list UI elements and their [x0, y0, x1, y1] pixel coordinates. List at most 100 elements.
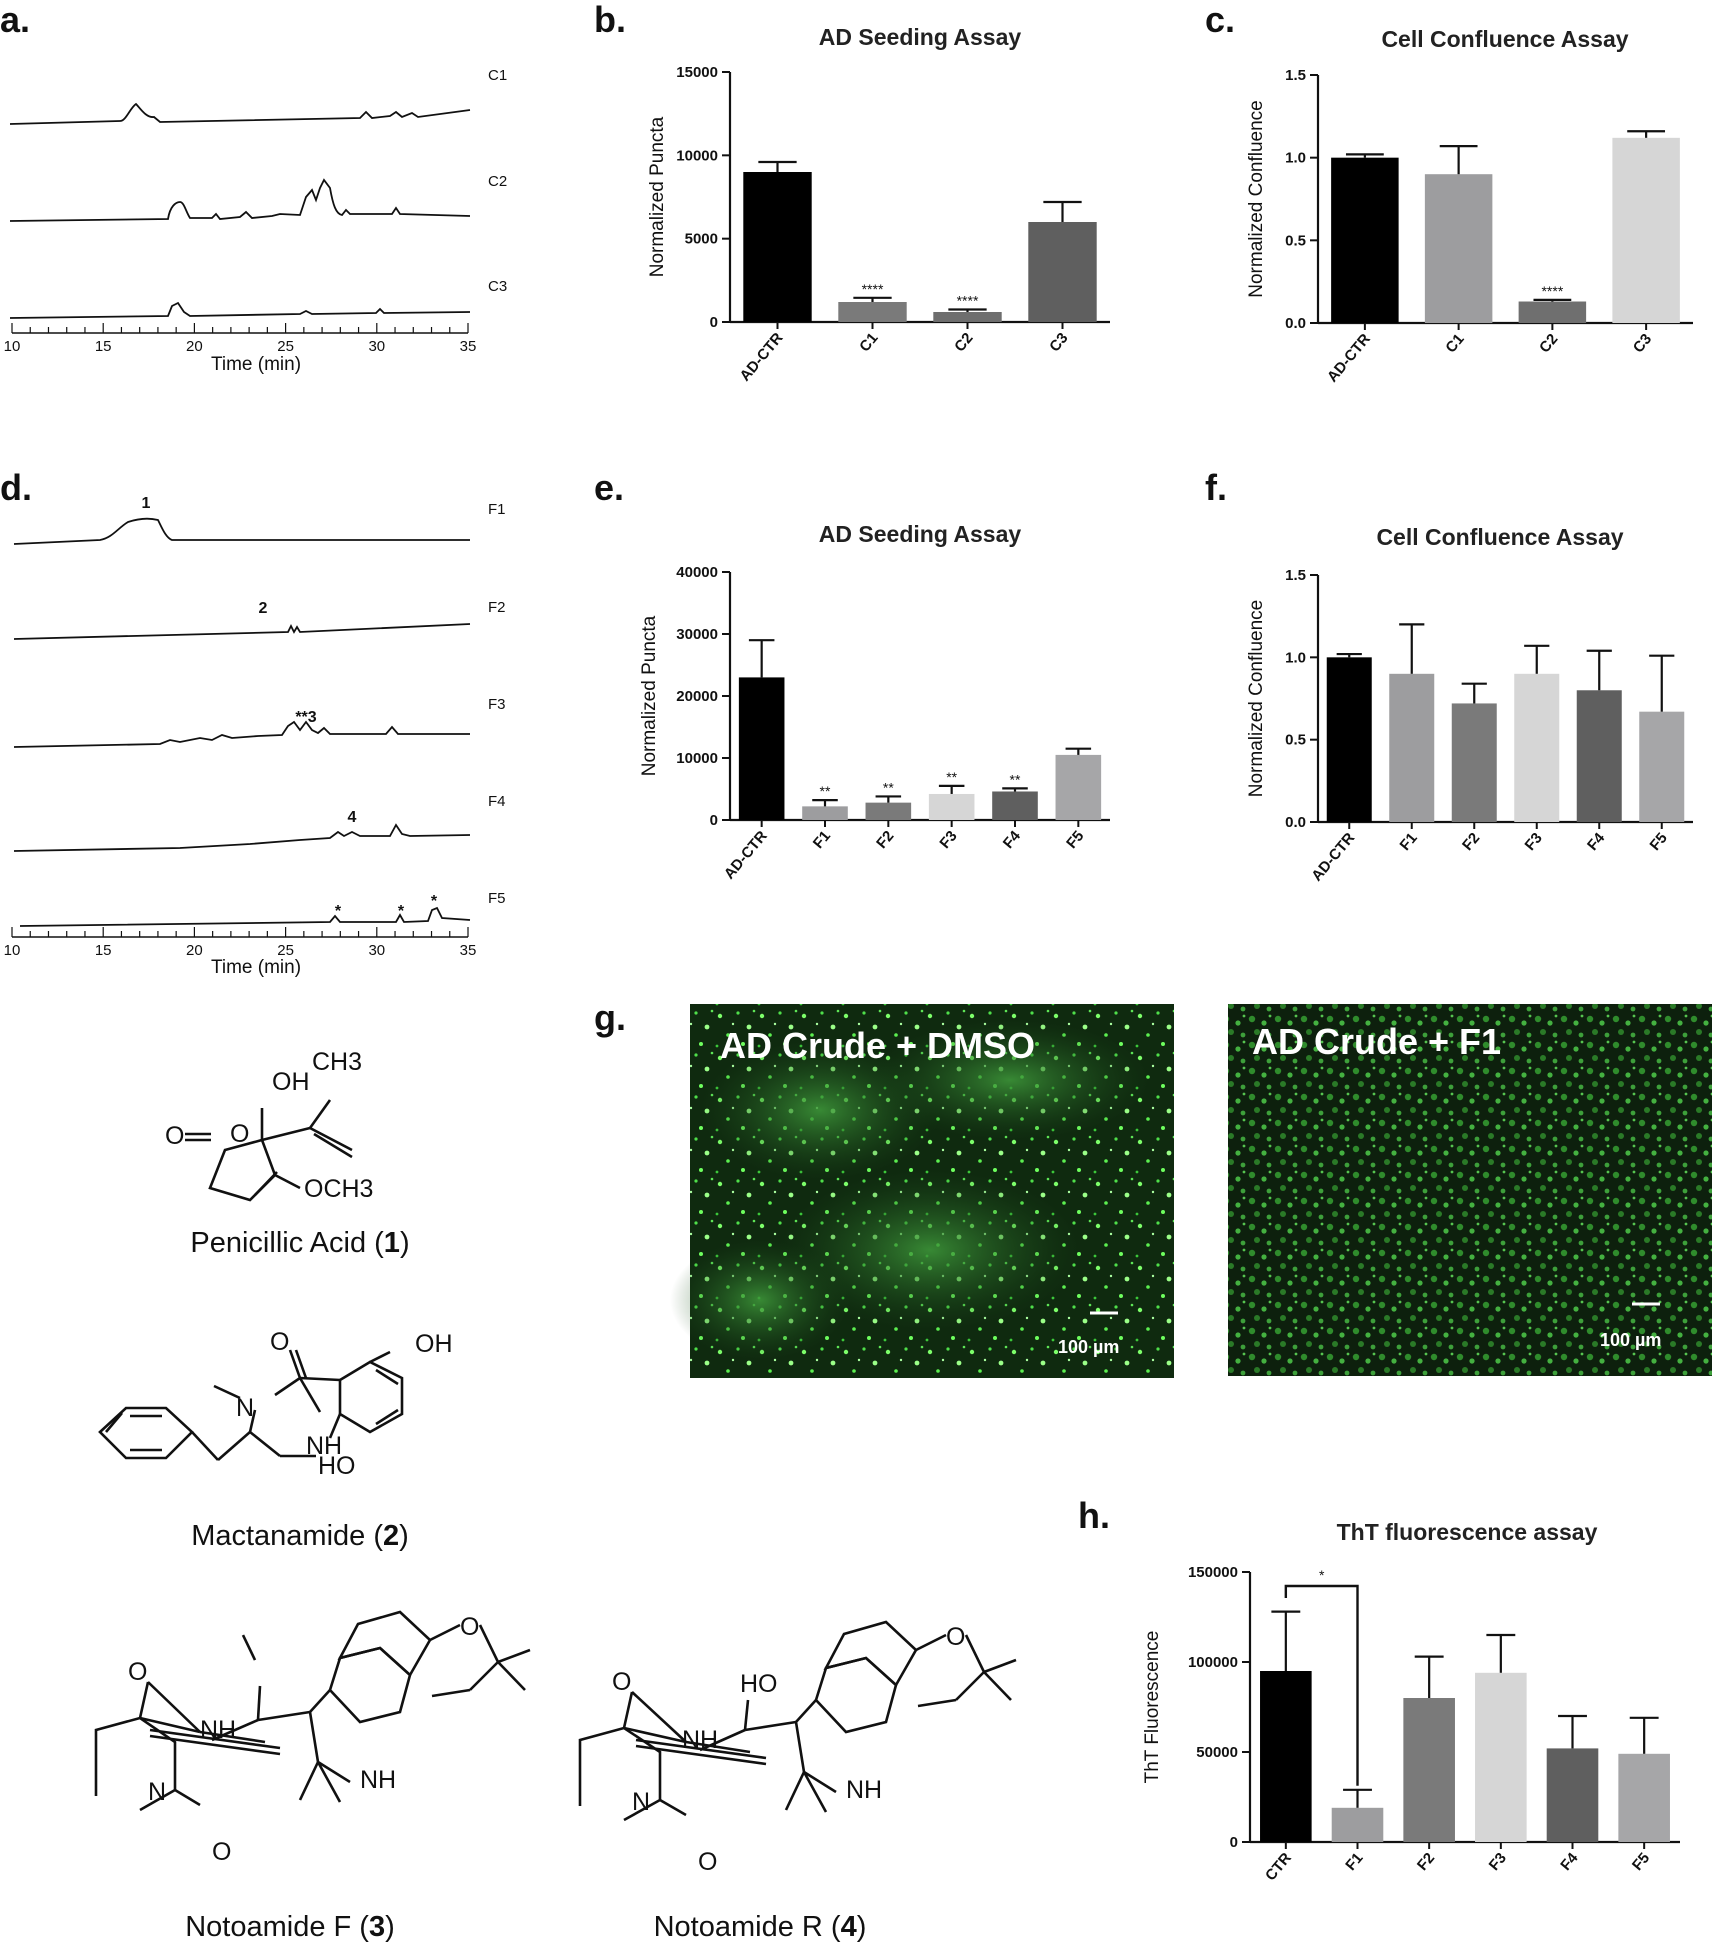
- peak-label-2: 2: [259, 600, 268, 617]
- atom-nh: NH: [846, 1776, 882, 1804]
- trace-c3: [9, 301, 471, 319]
- bar: [838, 302, 907, 322]
- x-axis-label-a: Time (min): [211, 354, 301, 375]
- chart-title: Cell Confluence Assay: [1381, 26, 1628, 52]
- time-tick-label: 35: [460, 338, 477, 355]
- y-tick-label: 20000: [676, 688, 718, 705]
- y-tick-label: 1.0: [1285, 150, 1306, 167]
- x-tick-label: F1: [1342, 1850, 1366, 1874]
- trace-label-f3: F3: [488, 696, 506, 713]
- bar: [1389, 673, 1435, 822]
- trace-f4: [13, 823, 471, 852]
- bar: [1055, 754, 1102, 820]
- panel-label-d: d.: [0, 467, 32, 508]
- time-tick-label: 35: [460, 942, 477, 959]
- x-tick-label: F2: [873, 828, 897, 852]
- panel-label-g: g.: [594, 997, 626, 1038]
- y-axis-label: Normalized Confluence: [1246, 600, 1267, 798]
- y-tick-label: 15000: [676, 64, 718, 81]
- structure-notoamide-f: [94, 1610, 531, 1812]
- structure-penicillic-acid: [185, 1099, 353, 1202]
- structure-mactanamide: [98, 1349, 404, 1461]
- atom-och3: OCH3: [304, 1175, 373, 1203]
- haze-blob: [670, 1240, 850, 1360]
- bar: [1639, 711, 1685, 822]
- y-tick-label: 0: [710, 314, 718, 331]
- scale-bar-label: 100 µm: [1058, 1337, 1119, 1357]
- y-tick-label: 10000: [676, 750, 718, 767]
- haze-blob: [870, 1020, 1150, 1140]
- peak-label-star-c: *: [431, 893, 438, 910]
- x-tick-label: F4: [1557, 1849, 1582, 1874]
- bar: [738, 677, 785, 820]
- atom-oh: OH: [272, 1068, 310, 1096]
- x-tick-label: AD-CTR: [1324, 331, 1374, 386]
- trace-f5: [19, 906, 471, 927]
- significance-label: *: [1319, 1567, 1325, 1583]
- bar: [1612, 137, 1680, 323]
- time-tick-label: 25: [277, 942, 294, 959]
- x-tick-label: C1: [1442, 331, 1467, 357]
- y-tick-label: 0.0: [1285, 315, 1306, 332]
- panel-label-h: h.: [1078, 1495, 1110, 1536]
- bar: [1326, 657, 1372, 822]
- y-axis-label: ThT Fluorescence: [1142, 1631, 1163, 1784]
- x-tick-label: F5: [1629, 1850, 1653, 1874]
- bar: [928, 793, 975, 820]
- significance-label: **: [883, 779, 894, 795]
- trace-c2: [9, 178, 471, 222]
- bar: [1403, 1698, 1455, 1842]
- compound-name-1: Penicillic Acid (1): [190, 1227, 409, 1259]
- x-tick-label: C2: [951, 330, 976, 356]
- scale-bar-label: 100 µm: [1600, 1330, 1661, 1350]
- bar: [743, 172, 812, 322]
- peak-label-star-a: *: [335, 903, 342, 920]
- trace-label-c3: C3: [488, 278, 507, 295]
- chart-title: AD Seeding Assay: [819, 24, 1022, 50]
- y-axis-label: Normalized Puncta: [647, 116, 668, 277]
- bar: [1451, 703, 1497, 822]
- significance-bracket: [1284, 1584, 1359, 1786]
- atom-n: N: [632, 1788, 650, 1816]
- x-tick-label: F2: [1459, 830, 1483, 854]
- time-axis-d: 10 15 20 25 30 35: [4, 927, 477, 959]
- x-axis-label-d: Time (min): [211, 957, 301, 978]
- peak-label-1: 1: [142, 495, 151, 512]
- significance-label: **: [946, 769, 957, 785]
- time-tick-label: 20: [186, 942, 203, 959]
- atom-ho: HO: [740, 1670, 778, 1698]
- x-tick-label: C1: [856, 330, 881, 356]
- y-tick-label: 30000: [676, 626, 718, 643]
- peak-label-star-b: *: [398, 903, 405, 920]
- atom-nh: NH: [682, 1726, 718, 1754]
- bar: [1331, 157, 1399, 323]
- trace-label-c2: C2: [488, 173, 507, 190]
- micrograph-f1-image: [1228, 1004, 1712, 1376]
- atom-nh: NH: [200, 1716, 236, 1744]
- trace-f3: [13, 720, 470, 748]
- atom-o: O: [270, 1328, 289, 1356]
- time-axis-a: 10 15 20 25 30 35: [4, 323, 477, 355]
- x-tick-label: F4: [1584, 829, 1609, 854]
- trace-label-f1: F1: [488, 501, 506, 518]
- bar-chart-h: ThT fluorescence assay ThT Fluorescence 0 5…: [1142, 1519, 1680, 1884]
- compound-name-2: Mactanamide (2): [191, 1520, 409, 1552]
- x-tick-label: F1: [1397, 830, 1421, 854]
- y-tick-label: 100000: [1188, 1654, 1238, 1671]
- atom-nh: NH: [306, 1432, 342, 1460]
- bar: [1518, 301, 1587, 323]
- time-tick-label: 10: [4, 338, 21, 355]
- x-tick-label: AD-CTR: [1308, 830, 1358, 885]
- y-tick-label: 5000: [685, 231, 718, 248]
- significance-label: ****: [957, 293, 979, 309]
- haze-blob: [780, 1170, 1080, 1330]
- chromatogram-panel-d: 1 2 **3 4 * * * F1 F2 F3 F4 F5 10 15 20 25 3…: [4, 495, 506, 978]
- x-tick-label: C3: [1046, 330, 1071, 356]
- chromatogram-panel-a: C1 C2 C3 10 15 20 25 30 35 Time (min): [4, 67, 508, 375]
- panel-label-e: e.: [594, 467, 624, 508]
- atom-o: O: [946, 1623, 965, 1651]
- micrograph-dmso-title: AD Crude + DMSO: [720, 1025, 1035, 1066]
- atom-nh: NH: [360, 1766, 396, 1794]
- micrograph-f1-title: AD Crude + F1: [1252, 1021, 1501, 1062]
- significance-label: ****: [1541, 283, 1563, 299]
